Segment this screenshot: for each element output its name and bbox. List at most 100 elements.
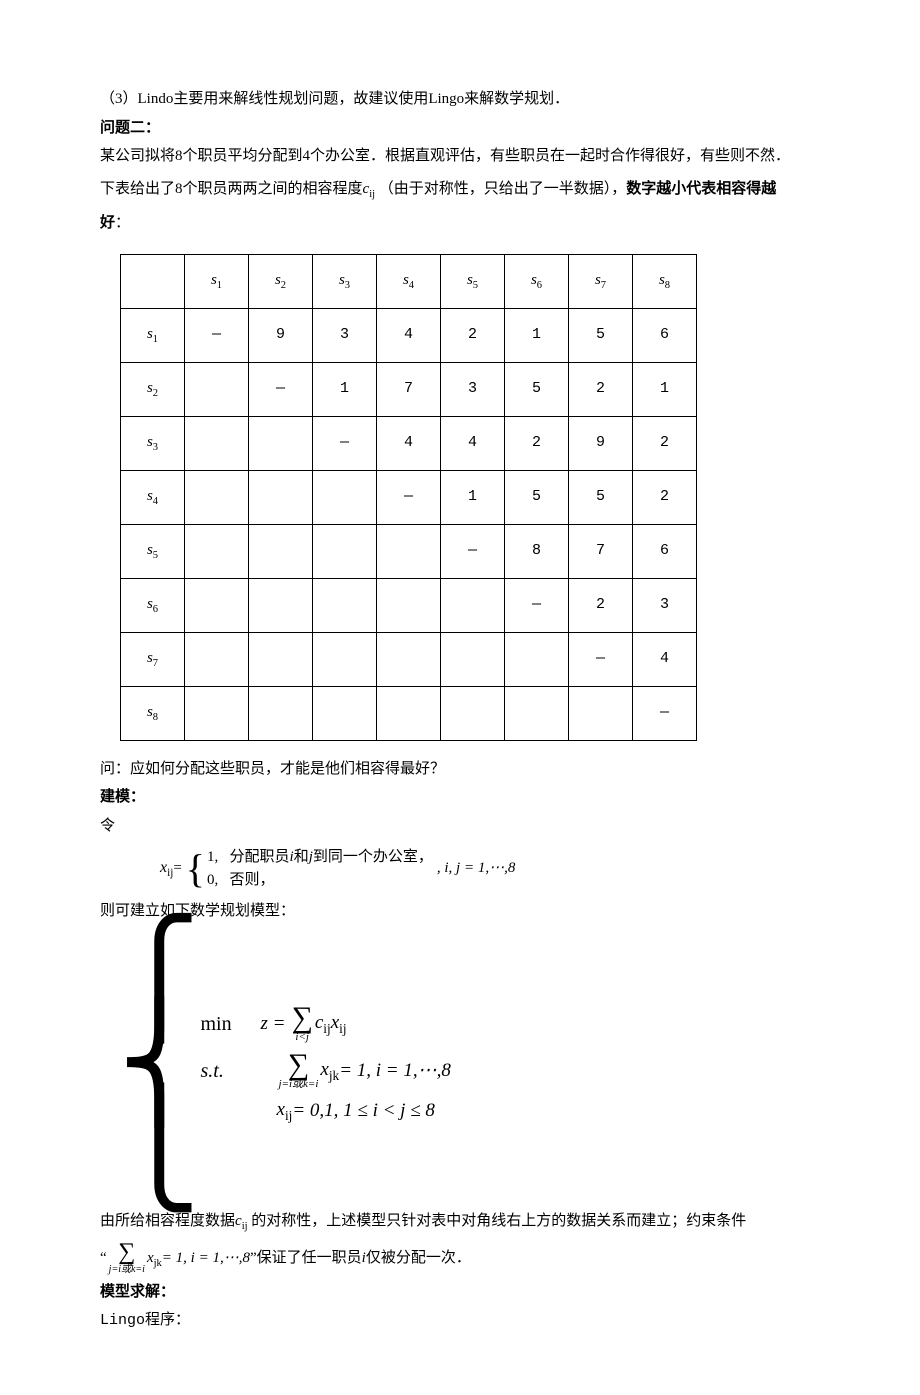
cell: 1 <box>441 470 505 524</box>
cell <box>313 524 377 578</box>
col-s7: s7 <box>569 254 633 308</box>
cell: 3 <box>441 362 505 416</box>
col-s8: s8 <box>633 254 697 308</box>
table-row: s8 — <box>121 686 697 740</box>
cell <box>313 686 377 740</box>
cell: 8 <box>505 524 569 578</box>
cell <box>249 470 313 524</box>
q2-intro-line1: 某公司拟将8个职员平均分配到4个办公室．根据直观评估，有些职员在一起时合作得很好… <box>100 142 820 171</box>
xij-definition: xij = { 1, 分配职员i和j到同一个办公室， 0, 否则， , i, j… <box>160 846 820 891</box>
heading-modeling: 建模： <box>100 783 820 812</box>
cell: 9 <box>569 416 633 470</box>
table-row: s4 —1552 <box>121 470 697 524</box>
row-s3: s3 <box>121 416 185 470</box>
col-s4: s4 <box>377 254 441 308</box>
cell: 2 <box>569 362 633 416</box>
table-header-row: s1 s2 s3 s4 s5 s6 s7 s8 <box>121 254 697 308</box>
row-s2: s2 <box>121 362 185 416</box>
cell <box>377 578 441 632</box>
cell: 7 <box>569 524 633 578</box>
col-s2: s2 <box>249 254 313 308</box>
cell: 5 <box>569 308 633 362</box>
explain-line1: 由所给相容程度数据cij 的对称性，上述模型只针对表中对角线右上方的数据关系而建… <box>100 1203 820 1239</box>
q2-intro-line2: 下表给出了8个职员两两之间的相容程度cij （由于对称性，只给出了一半数据），数… <box>100 171 820 207</box>
heading-q2: 问题二： <box>100 114 820 143</box>
cell <box>441 578 505 632</box>
cell: 1 <box>313 362 377 416</box>
cell <box>377 686 441 740</box>
explain-line2: “ ∑j=i或k=i xjk = 1, i = 1,⋯,8 ”保证了任一职员 i… <box>100 1239 820 1278</box>
cell <box>441 632 505 686</box>
cell: 6 <box>633 524 697 578</box>
cell: 2 <box>441 308 505 362</box>
cell: — <box>313 416 377 470</box>
cell: — <box>505 578 569 632</box>
cell <box>377 632 441 686</box>
cell <box>505 686 569 740</box>
q2-intro-line3: 好： <box>100 207 820 240</box>
model-constraint-2: xij = 0,1, 1 ≤ i < j ≤ 8 <box>201 1098 451 1124</box>
cell: — <box>569 632 633 686</box>
cell <box>505 632 569 686</box>
row-s5: s5 <box>121 524 185 578</box>
cell <box>249 416 313 470</box>
cell <box>249 632 313 686</box>
compatibility-table: s1 s2 s3 s4 s5 s6 s7 s8 s1 —9342156 s2 —… <box>120 254 697 741</box>
heading-solve: 模型求解： <box>100 1278 820 1307</box>
table-corner <box>121 254 185 308</box>
cell: — <box>249 362 313 416</box>
cell: 3 <box>313 308 377 362</box>
cell: 4 <box>441 416 505 470</box>
lingo-line: Lingo程序： <box>100 1307 820 1336</box>
cell <box>441 686 505 740</box>
table-row: s6 —23 <box>121 578 697 632</box>
table-row: s5 —876 <box>121 524 697 578</box>
cell: 5 <box>505 470 569 524</box>
cell <box>249 578 313 632</box>
cell: — <box>441 524 505 578</box>
cell: 7 <box>377 362 441 416</box>
question-line: 问：应如何分配这些职员，才能是他们相容得最好？ <box>100 755 820 784</box>
table-row: s7 —4 <box>121 632 697 686</box>
cell <box>313 632 377 686</box>
cell: 5 <box>505 362 569 416</box>
cell <box>313 470 377 524</box>
row-s1: s1 <box>121 308 185 362</box>
cell: 4 <box>377 416 441 470</box>
col-s1: s1 <box>185 254 249 308</box>
cell <box>377 524 441 578</box>
table-row: s2 —173521 <box>121 362 697 416</box>
col-s5: s5 <box>441 254 505 308</box>
row-s8: s8 <box>121 686 185 740</box>
cell: 5 <box>569 470 633 524</box>
cell <box>185 578 249 632</box>
model-objective: min z = ∑i<j cij xij <box>201 1004 451 1043</box>
row-s6: s6 <box>121 578 185 632</box>
cell: 3 <box>633 578 697 632</box>
table-row: s1 —9342156 <box>121 308 697 362</box>
cell <box>313 578 377 632</box>
cell: 2 <box>633 416 697 470</box>
note-lindo: （3）Lindo主要用来解线性规划问题，故建议使用Lingo来解数学规划． <box>100 85 820 114</box>
cell <box>185 362 249 416</box>
row-s7: s7 <box>121 632 185 686</box>
cell: — <box>185 308 249 362</box>
row-s4: s4 <box>121 470 185 524</box>
cell: 4 <box>377 308 441 362</box>
cell: 2 <box>505 416 569 470</box>
cell: 2 <box>569 578 633 632</box>
cell <box>569 686 633 740</box>
let-line: 令 <box>100 812 820 841</box>
cell: 6 <box>633 308 697 362</box>
cell: 4 <box>633 632 697 686</box>
cell: — <box>377 470 441 524</box>
cell: 1 <box>633 362 697 416</box>
cell: — <box>633 686 697 740</box>
col-s3: s3 <box>313 254 377 308</box>
cell <box>185 416 249 470</box>
cell: 1 <box>505 308 569 362</box>
cell: 2 <box>633 470 697 524</box>
cell <box>185 470 249 524</box>
model-constraint-1: s.t. ∑j=i或k=i xjk = 1, i = 1,⋯,8 <box>201 1051 451 1090</box>
cell: 9 <box>249 308 313 362</box>
